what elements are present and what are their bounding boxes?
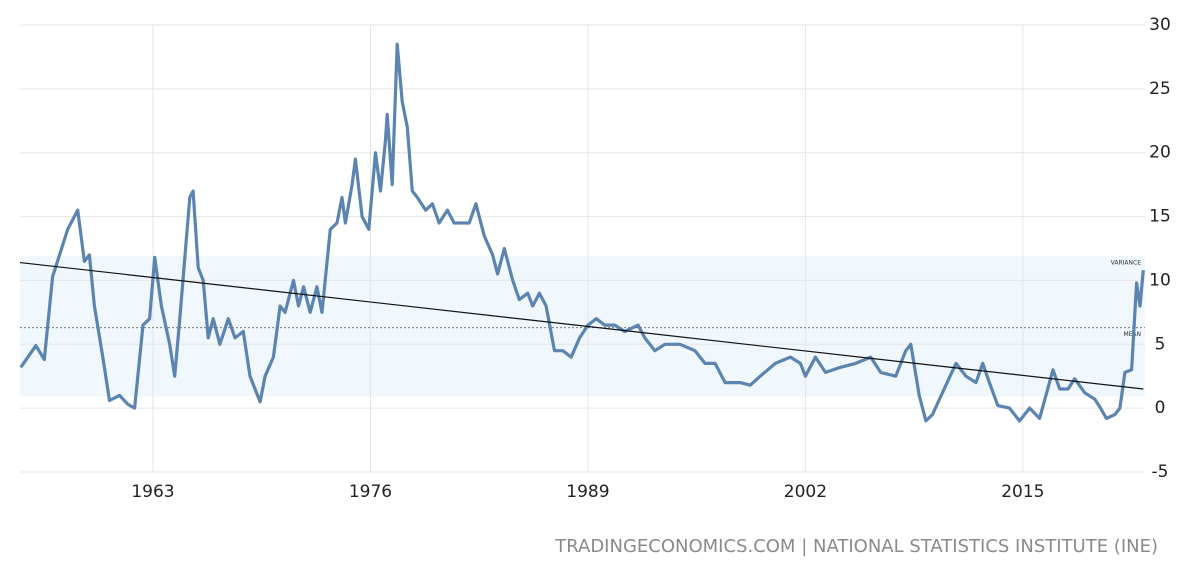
x-tick-label: 2015	[1001, 482, 1044, 502]
y-tick-label: -5	[1152, 462, 1169, 482]
x-tick-label: 2002	[784, 482, 827, 502]
x-tick-label: 1976	[349, 482, 392, 502]
trend-line	[19, 261, 1144, 390]
y-tick-label: 30	[1149, 15, 1171, 35]
variance-label: VARIANCE	[1111, 260, 1142, 267]
source: TRADINGECONOMICS.COM | NATIONAL STATISTI…	[554, 536, 1158, 557]
y-tick-label: 15	[1149, 207, 1171, 227]
x-tick-label: 1963	[131, 482, 174, 502]
y-tick-label: 25	[1149, 79, 1171, 99]
y-tick-label: 5	[1155, 334, 1166, 354]
series-line	[19, 42, 1145, 423]
y-tick-label: 20	[1149, 143, 1171, 163]
y-tick-label: 10	[1149, 270, 1171, 290]
x-tick-label: 1989	[566, 482, 609, 502]
y-tick-label: 0	[1155, 398, 1166, 418]
